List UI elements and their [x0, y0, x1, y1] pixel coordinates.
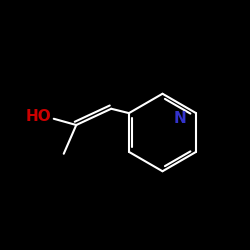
Text: HO: HO — [26, 109, 52, 124]
Text: N: N — [174, 111, 186, 126]
